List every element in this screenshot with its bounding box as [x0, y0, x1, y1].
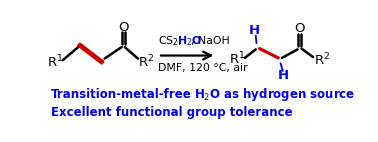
Text: CS$_2$,: CS$_2$, — [158, 34, 183, 48]
Text: O: O — [118, 21, 129, 34]
Text: R$^1$: R$^1$ — [229, 51, 245, 68]
Text: H$_2$O: H$_2$O — [177, 34, 201, 48]
Text: H: H — [278, 69, 289, 82]
Text: R$^1$: R$^1$ — [47, 53, 63, 70]
Text: Excellent functional group tolerance: Excellent functional group tolerance — [51, 106, 293, 119]
Text: R$^2$: R$^2$ — [138, 53, 155, 70]
Text: O: O — [294, 22, 304, 35]
Text: H: H — [249, 24, 260, 37]
Text: R$^2$: R$^2$ — [314, 52, 330, 68]
Text: Transition-metal-free: Transition-metal-free — [51, 88, 192, 101]
Text: H$_2$O as hydrogen source: H$_2$O as hydrogen source — [195, 86, 356, 103]
Text: , NaOH: , NaOH — [191, 36, 229, 46]
Text: DMF, 120 °C, air: DMF, 120 °C, air — [158, 63, 248, 73]
